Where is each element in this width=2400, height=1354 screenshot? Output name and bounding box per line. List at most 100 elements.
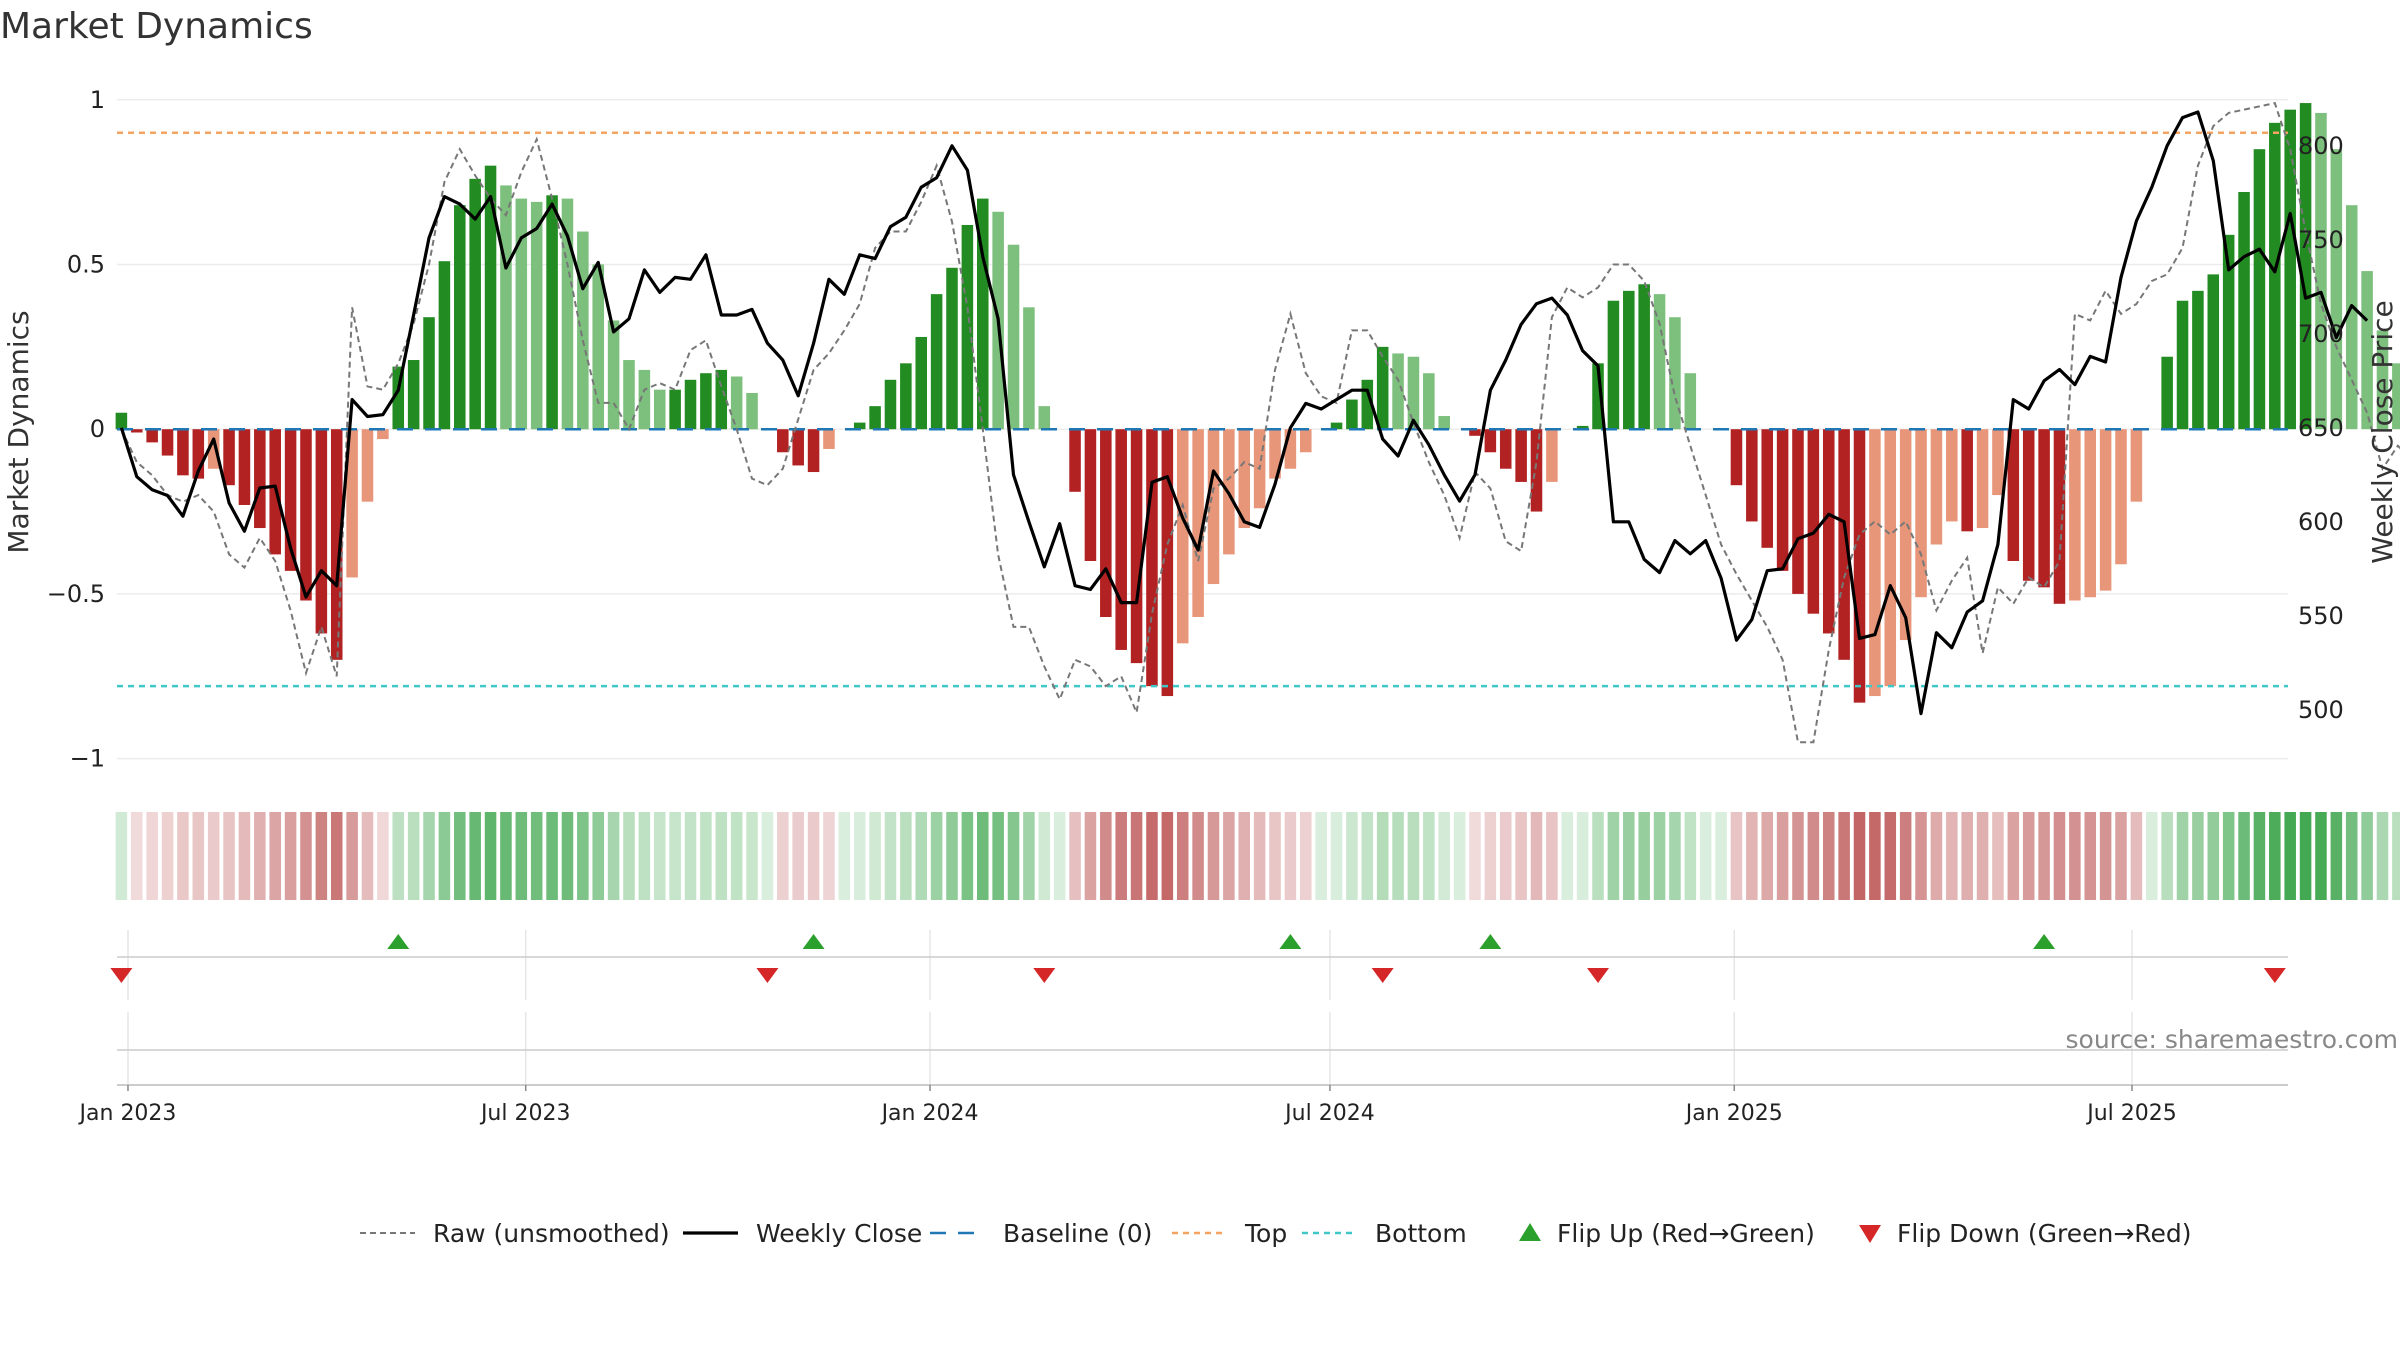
dynamics-bar bbox=[1776, 429, 1789, 571]
dynamics-bar bbox=[1069, 429, 1081, 492]
dynamics-bar bbox=[792, 429, 804, 466]
dynamics-bar bbox=[377, 429, 389, 440]
dynamics-bar bbox=[1746, 429, 1758, 522]
heat-cell bbox=[761, 812, 774, 900]
dynamics-bar bbox=[2361, 271, 2373, 430]
x-tick-label: Jan 2023 bbox=[78, 1101, 177, 1126]
heat-cell bbox=[177, 812, 189, 900]
legend-label: Raw (unsmoothed) bbox=[433, 1219, 670, 1248]
dynamics-bar bbox=[2299, 103, 2312, 430]
heat-cell bbox=[1561, 812, 1574, 900]
heat-cell bbox=[1776, 812, 1789, 900]
heat-cell bbox=[607, 812, 620, 900]
dynamics-bar bbox=[254, 429, 266, 529]
dynamics-bar bbox=[2022, 429, 2035, 581]
dynamics-bar bbox=[2269, 122, 2281, 430]
heat-cell bbox=[515, 812, 528, 900]
dynamics-bar bbox=[1822, 429, 1835, 634]
heat-cell bbox=[1084, 812, 1097, 900]
dynamics-bar bbox=[1853, 429, 1866, 703]
heat-cell bbox=[1869, 812, 1881, 900]
heat-cell bbox=[577, 812, 589, 900]
heat-cell bbox=[1053, 812, 1066, 900]
x-tick-label: Jul 2025 bbox=[2085, 1101, 2177, 1126]
heat-cell bbox=[623, 812, 635, 900]
heat-cell bbox=[1807, 812, 1820, 900]
dynamics-bar bbox=[392, 366, 405, 430]
dynamics-bar bbox=[115, 412, 128, 430]
flip-up-marker bbox=[387, 934, 410, 949]
dynamics-bar bbox=[1669, 317, 1681, 430]
heat-cell bbox=[946, 812, 958, 900]
heat-cell bbox=[346, 812, 358, 900]
heat-cell bbox=[423, 812, 435, 900]
flip-up-marker bbox=[802, 934, 825, 949]
dynamics-bar bbox=[1207, 429, 1220, 585]
dynamics-bar bbox=[1192, 429, 1204, 617]
heat-cell bbox=[546, 812, 558, 900]
heat-cell bbox=[1007, 812, 1020, 900]
dynamics-bar bbox=[1992, 429, 2004, 496]
legend-item-bottom: Bottom bbox=[1302, 1219, 1467, 1248]
weekly-close-line bbox=[119, 110, 2369, 716]
heat-cell bbox=[915, 812, 928, 900]
dynamics-bar bbox=[1007, 244, 1020, 430]
heat-cell bbox=[1623, 812, 1635, 900]
dynamics-bar bbox=[1346, 399, 1358, 430]
legend-label: Top bbox=[1244, 1219, 1287, 1248]
y-tick-label: 0 bbox=[90, 415, 105, 443]
heat-cell bbox=[2099, 812, 2112, 900]
heat-cell bbox=[992, 812, 1004, 900]
flip-down-marker bbox=[756, 968, 779, 983]
dynamics-bar bbox=[1869, 429, 1881, 697]
dynamics-bar bbox=[592, 264, 604, 430]
dynamics-bar bbox=[1038, 406, 1051, 430]
dynamics-bar bbox=[2069, 429, 2081, 601]
dynamics-bar bbox=[546, 195, 558, 430]
legend-item-top: Top bbox=[1172, 1219, 1287, 1248]
dynamics-bar bbox=[300, 429, 312, 601]
dynamics-bar bbox=[469, 178, 481, 430]
dynamics-bar bbox=[1146, 429, 1158, 687]
heat-cell bbox=[1284, 812, 1297, 900]
flip-up-marker bbox=[1279, 934, 1302, 949]
heat-cell bbox=[2161, 812, 2173, 900]
heat-cell bbox=[1253, 812, 1266, 900]
heat-cell bbox=[1130, 812, 1143, 900]
heat-cell bbox=[2392, 812, 2400, 900]
dynamics-bar bbox=[161, 429, 174, 456]
chart-title: Market Dynamics bbox=[0, 6, 313, 47]
dynamics-bar bbox=[2192, 290, 2204, 430]
heat-cell bbox=[1300, 812, 1312, 900]
heat-cell bbox=[1161, 812, 1174, 900]
heat-cell bbox=[1992, 812, 2004, 900]
raw-series-line bbox=[120, 101, 2400, 744]
heat-cell bbox=[2284, 812, 2296, 900]
heat-cell bbox=[1423, 812, 1435, 900]
dynamics-bar bbox=[1392, 353, 1404, 430]
dynamics-bar bbox=[2253, 149, 2266, 430]
heat-cell bbox=[115, 812, 128, 900]
heat-cell bbox=[1761, 812, 1773, 900]
heat-cell bbox=[254, 812, 266, 900]
dynamics-bar bbox=[1607, 300, 1620, 430]
y-right-tick-label: 650 bbox=[2298, 414, 2344, 442]
heat-cell bbox=[284, 812, 297, 900]
flip-down-marker bbox=[1587, 968, 1610, 983]
dynamics-bar bbox=[2315, 112, 2327, 430]
heat-cell bbox=[2238, 812, 2250, 900]
heat-cell bbox=[2361, 812, 2373, 900]
dynamics-bar bbox=[561, 198, 574, 430]
dynamics-bar bbox=[607, 320, 620, 430]
heat-cell bbox=[684, 812, 697, 900]
heat-cell bbox=[1038, 812, 1051, 900]
dynamics-bar bbox=[577, 231, 589, 430]
dynamics-bar bbox=[284, 429, 297, 571]
heat-cell bbox=[853, 812, 866, 900]
heat-cell bbox=[869, 812, 881, 900]
dynamics-bar bbox=[2284, 109, 2296, 430]
heat-cell bbox=[2376, 812, 2389, 900]
heat-cell bbox=[2084, 812, 2097, 900]
dynamics-bar bbox=[1976, 429, 1989, 529]
heat-cell bbox=[561, 812, 574, 900]
